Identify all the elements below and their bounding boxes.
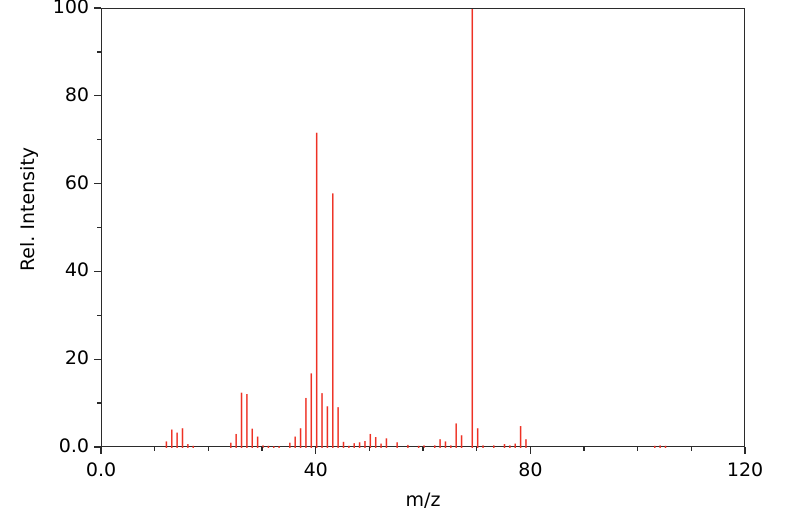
y-tick-minor	[97, 402, 101, 404]
plot-area	[101, 8, 745, 448]
x-tick-major	[100, 447, 102, 454]
x-tick-label: 0.0	[85, 459, 117, 481]
x-tick-major	[529, 447, 532, 454]
y-tick-label: 60	[64, 171, 89, 194]
y-tick-minor	[97, 226, 101, 229]
y-tick-minor	[97, 314, 101, 316]
x-tick-minor	[207, 447, 210, 451]
y-tick-minor	[97, 139, 101, 141]
y-tick-label: 20	[64, 347, 89, 370]
y-tick-minor	[97, 51, 101, 53]
y-tick-major	[94, 270, 101, 273]
x-tick-major	[314, 447, 317, 454]
x-axis-label: m/z	[405, 489, 441, 511]
y-tick-major	[94, 446, 101, 448]
y-axis-label: Rel. Intensity	[17, 146, 39, 272]
x-tick-label: 120	[726, 459, 764, 481]
y-tick-label: 40	[64, 259, 89, 282]
x-tick-minor	[636, 447, 639, 451]
x-tick-minor	[690, 447, 693, 451]
x-tick-minor	[153, 447, 156, 451]
y-tick-major	[94, 95, 101, 97]
x-tick-minor	[475, 447, 478, 451]
x-tick-minor	[422, 447, 424, 451]
x-tick-minor	[583, 447, 585, 451]
x-tick-minor	[368, 447, 371, 451]
y-tick-label: 0.0	[58, 435, 89, 457]
y-tick-major	[94, 358, 101, 360]
x-tick-label: 40	[303, 459, 328, 481]
x-tick-minor	[261, 447, 263, 451]
x-tick-label: 80	[518, 459, 543, 481]
y-tick-major	[94, 7, 101, 9]
y-tick-major	[94, 182, 101, 185]
spectrum-peaks	[165, 9, 667, 448]
x-tick-major	[744, 447, 746, 454]
y-tick-label: 100	[52, 0, 89, 18]
y-tick-label: 80	[64, 83, 89, 106]
